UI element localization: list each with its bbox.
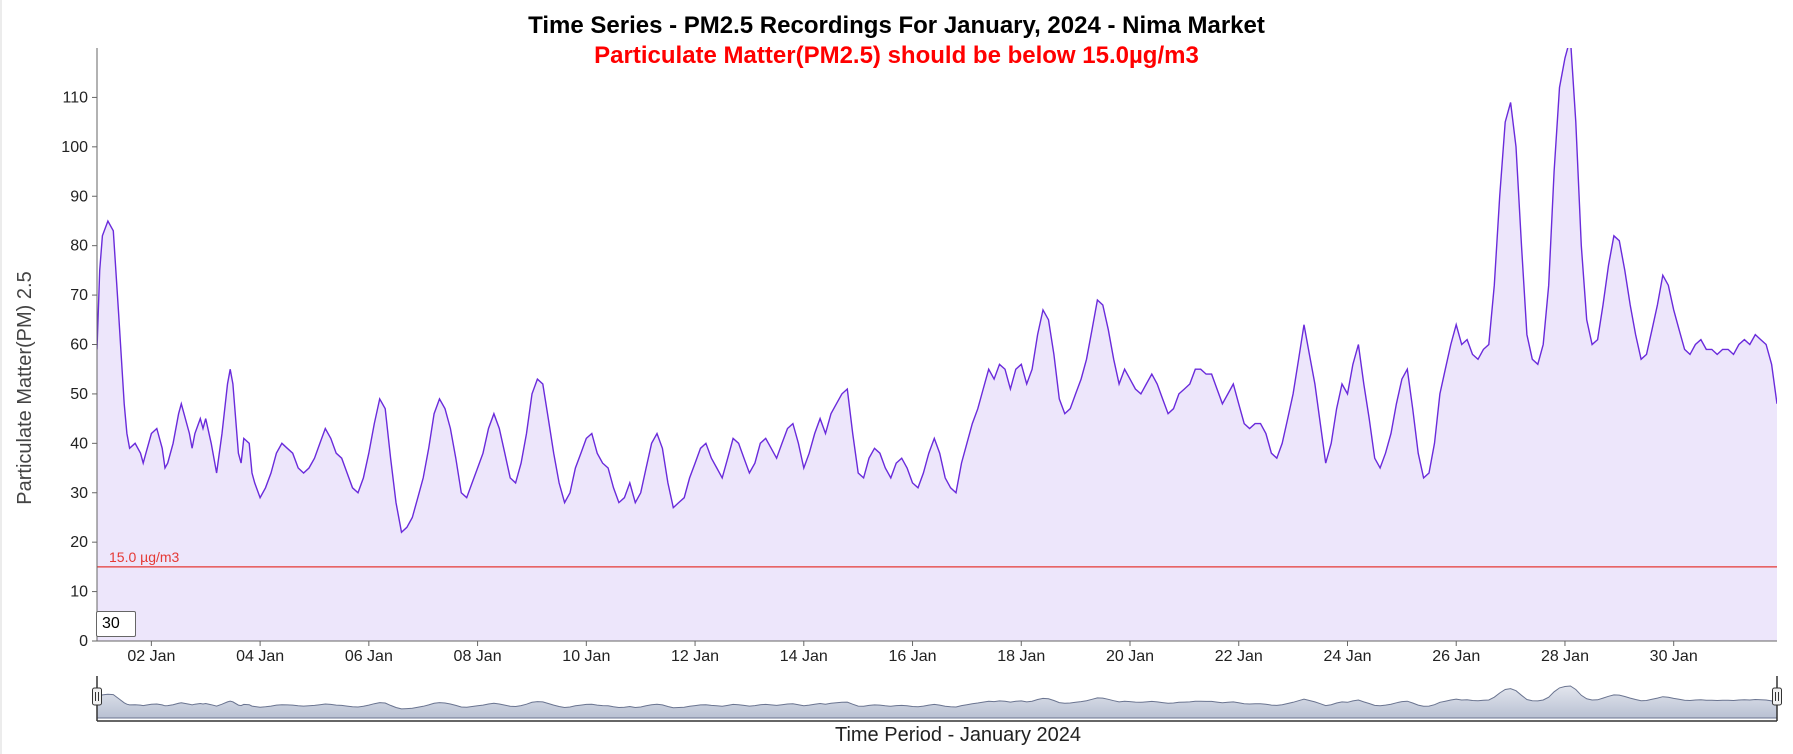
x-tick-label: 24 Jan: [1323, 648, 1371, 665]
x-tick-label: 22 Jan: [1215, 648, 1263, 665]
x-tick-label: 16 Jan: [889, 648, 937, 665]
handle-grip: [1772, 687, 1782, 706]
navigator-right-handle[interactable]: [1772, 687, 1782, 706]
axes: 0 10 20 30 40 50 60 70 80 90 100 110 02 Jan 04 Jan 06 …: [61, 48, 1777, 665]
y-tick-label: 90: [70, 188, 88, 205]
y-tick-label: 70: [70, 287, 88, 304]
x-tick-label: 12 Jan: [671, 648, 719, 665]
y-tick-label: 0: [79, 633, 88, 650]
plot-area: 15.0 µg/m3: [97, 48, 1777, 641]
x-tick-label: 10 Jan: [562, 648, 610, 665]
navigator-left-handle[interactable]: [92, 687, 102, 706]
x-tick-label: 30 Jan: [1650, 648, 1698, 665]
page-left-border: [0, 0, 2, 754]
y-axis-label: Particulate Matter(PM) 2.5: [14, 271, 36, 504]
x-tick-label: 02 Jan: [127, 648, 175, 665]
x-tick-label: 28 Jan: [1541, 648, 1589, 665]
chart-subtitle: Particulate Matter(PM2.5) should be belo…: [594, 42, 1199, 69]
threshold-label: 15.0 µg/m3: [109, 549, 180, 565]
x-tick-label: 18 Jan: [997, 648, 1045, 665]
y-tick-label: 20: [70, 534, 88, 551]
series-line: [97, 48, 1777, 534]
y-tick-label: 40: [70, 435, 88, 452]
y-tick-label: 30: [70, 485, 88, 502]
x-tick-label: 06 Jan: [345, 648, 393, 665]
y-tick-label: 80: [70, 238, 88, 255]
y-tick-label: 50: [70, 386, 88, 403]
series-area: [97, 48, 1777, 641]
y-tick-label: 110: [62, 89, 88, 106]
y-tick-label: 100: [61, 139, 88, 156]
chart-title: Time Series - PM2.5 Recordings For Janua…: [528, 12, 1265, 39]
x-tick-label: 20 Jan: [1106, 648, 1154, 665]
x-tick-label: 26 Jan: [1432, 648, 1480, 665]
x-axis-label: Time Period - January 2024: [835, 724, 1081, 746]
range-navigator[interactable]: [92, 676, 1782, 722]
y-tick-label: 60: [70, 337, 88, 354]
rolling-period-input[interactable]: 30: [96, 611, 136, 637]
x-tick-label: 14 Jan: [780, 648, 828, 665]
y-tick-label: 10: [70, 584, 88, 601]
navigator-series: [96, 685, 1778, 719]
x-tick-label: 04 Jan: [236, 648, 284, 665]
x-tick-label: 08 Jan: [454, 648, 502, 665]
handle-grip: [92, 687, 102, 706]
